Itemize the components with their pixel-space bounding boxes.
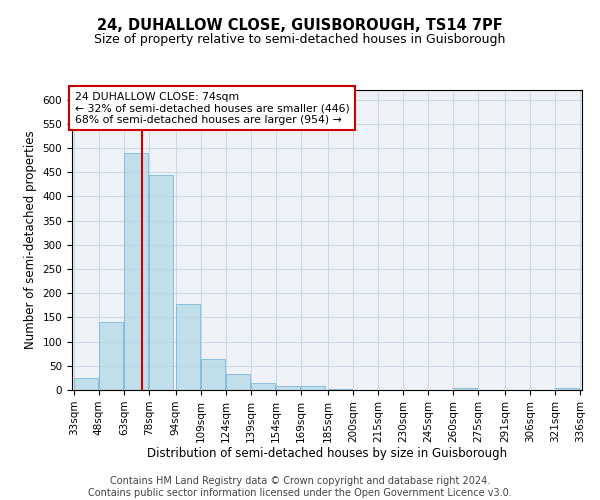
Text: Contains HM Land Registry data © Crown copyright and database right 2024.
Contai: Contains HM Land Registry data © Crown c… (88, 476, 512, 498)
Bar (453, 388, 478, 390)
Bar (301, 386, 325, 390)
Bar (149, 174, 173, 390)
Bar (276, 386, 300, 390)
Bar (99, 322, 123, 390)
Bar (201, 358, 225, 390)
Text: 24 DUHALLOW CLOSE: 74sqm
← 32% of semi-detached houses are smaller (446)
68% of : 24 DUHALLOW CLOSE: 74sqm ← 32% of semi-d… (74, 92, 349, 124)
Bar (251, 382, 275, 390)
Bar (328, 389, 352, 390)
Bar (124, 153, 148, 390)
Bar (176, 304, 200, 390)
Y-axis label: Number of semi-detached properties: Number of semi-detached properties (24, 130, 37, 350)
Text: 24, DUHALLOW CLOSE, GUISBOROUGH, TS14 7PF: 24, DUHALLOW CLOSE, GUISBOROUGH, TS14 7P… (97, 18, 503, 32)
Text: Size of property relative to semi-detached houses in Guisborough: Size of property relative to semi-detach… (94, 32, 506, 46)
Bar (555, 388, 580, 390)
X-axis label: Distribution of semi-detached houses by size in Guisborough: Distribution of semi-detached houses by … (147, 448, 507, 460)
Bar (74, 378, 98, 390)
Bar (226, 374, 250, 390)
